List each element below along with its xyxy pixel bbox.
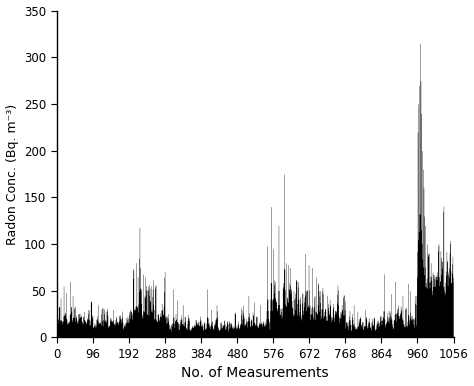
- X-axis label: No. of Measurements: No. of Measurements: [182, 366, 329, 381]
- Y-axis label: Radon Conc. (Bq. m⁻³): Radon Conc. (Bq. m⁻³): [6, 103, 18, 245]
